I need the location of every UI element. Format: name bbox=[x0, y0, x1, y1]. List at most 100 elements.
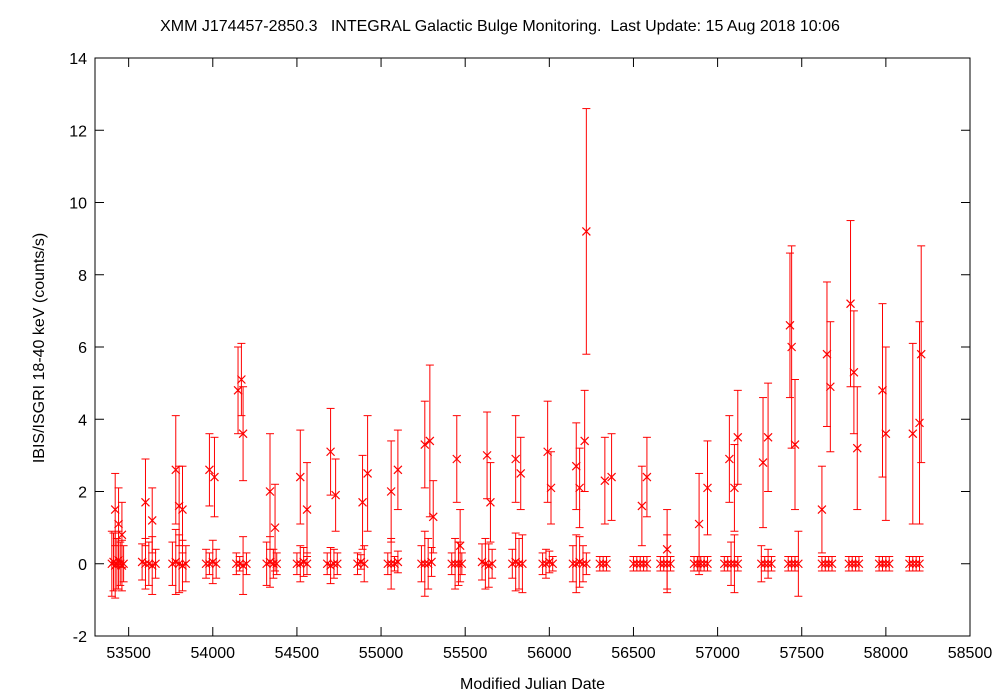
marker-x-stroke bbox=[386, 559, 396, 569]
marker-x-stroke bbox=[635, 559, 645, 569]
axes-layer: 53500 54000 54500 55000 55500 56000 56500 57000… bbox=[69, 51, 992, 662]
marker-x-stroke bbox=[511, 557, 521, 567]
marker-x-stroke bbox=[911, 559, 921, 569]
data-point bbox=[724, 415, 734, 503]
data-point bbox=[181, 545, 191, 583]
marker-x-stroke bbox=[548, 559, 558, 569]
data-point bbox=[454, 541, 463, 586]
data-point bbox=[386, 537, 396, 590]
marker-x-stroke bbox=[174, 559, 184, 569]
data-point bbox=[723, 556, 733, 572]
data-point bbox=[332, 552, 342, 576]
marker-x-stroke bbox=[908, 429, 918, 439]
marker-x-stroke bbox=[639, 559, 648, 569]
x-tick-label: 53500 bbox=[106, 645, 151, 662]
marker-x-stroke bbox=[151, 559, 161, 569]
y-tick-label: 0 bbox=[78, 557, 87, 574]
data-point bbox=[238, 386, 248, 482]
marker-x-stroke bbox=[420, 559, 430, 569]
marker-x-stroke bbox=[760, 559, 770, 569]
marker-x-stroke bbox=[538, 559, 548, 569]
data-point bbox=[452, 415, 462, 503]
marker-x-stroke bbox=[783, 559, 793, 569]
data-point bbox=[548, 556, 558, 572]
data-point bbox=[517, 534, 527, 594]
marker-x-stroke bbox=[147, 515, 157, 525]
data-point bbox=[299, 546, 309, 577]
marker-x-stroke bbox=[915, 559, 924, 569]
marker-x-stroke bbox=[242, 559, 251, 569]
x-tick-label: 58500 bbox=[948, 645, 993, 662]
data-point bbox=[208, 539, 218, 585]
data-point bbox=[114, 530, 123, 590]
marker-x-stroke bbox=[114, 555, 123, 565]
data-point bbox=[265, 536, 275, 588]
marker-x-stroke bbox=[171, 557, 181, 567]
data-point bbox=[637, 465, 647, 547]
marker-x-stroke bbox=[455, 541, 465, 551]
marker-x-stroke bbox=[171, 465, 181, 475]
x-tick-label: 58000 bbox=[864, 645, 909, 662]
marker-x-stroke bbox=[763, 559, 773, 569]
data-point bbox=[507, 548, 517, 579]
data-point bbox=[295, 429, 305, 525]
data-point bbox=[423, 537, 433, 590]
data-point bbox=[817, 465, 827, 554]
data-point bbox=[571, 422, 581, 511]
marker-x-stroke bbox=[332, 559, 342, 569]
data-point bbox=[511, 532, 521, 592]
data-point bbox=[854, 556, 864, 572]
marker-x-stroke bbox=[666, 559, 675, 569]
marker-x-stroke bbox=[450, 559, 460, 569]
marker-x-stroke bbox=[787, 559, 797, 569]
marker-x-stroke bbox=[141, 559, 150, 569]
data-point bbox=[420, 400, 430, 489]
x-tick-label: 54500 bbox=[275, 645, 320, 662]
data-point bbox=[417, 545, 426, 583]
marker-x-stroke bbox=[662, 559, 672, 569]
data-point bbox=[849, 310, 859, 435]
data-point bbox=[358, 454, 367, 550]
y-tick-label: -2 bbox=[73, 629, 87, 646]
data-point bbox=[546, 451, 556, 525]
data-point bbox=[600, 436, 610, 525]
marker-x-stroke bbox=[642, 472, 652, 482]
marker-x-stroke bbox=[787, 342, 797, 352]
data-point bbox=[236, 342, 246, 417]
plot-frame bbox=[94, 57, 971, 637]
data-point bbox=[915, 556, 924, 572]
data-point bbox=[204, 552, 214, 576]
marker-x-stroke bbox=[233, 385, 243, 395]
marker-x-stroke bbox=[598, 559, 608, 569]
marker-x-stroke bbox=[393, 465, 403, 475]
data-point bbox=[331, 458, 341, 532]
x-tick-label: 55000 bbox=[359, 645, 404, 662]
data-point bbox=[908, 342, 918, 525]
marker-x-stroke bbox=[915, 418, 924, 428]
data-point bbox=[386, 440, 396, 543]
x-tick-label: 56500 bbox=[611, 645, 656, 662]
marker-x-stroke bbox=[785, 320, 795, 330]
data-point bbox=[302, 462, 312, 558]
marker-x-stroke bbox=[359, 559, 369, 569]
data-point bbox=[487, 548, 497, 579]
x-tick-label: 57000 bbox=[695, 645, 740, 662]
marker-x-stroke bbox=[844, 559, 854, 569]
marker-x-stroke bbox=[825, 382, 835, 392]
data-point bbox=[916, 245, 926, 464]
data-point bbox=[292, 552, 302, 576]
data-point bbox=[756, 545, 766, 583]
marker-x-stroke bbox=[881, 429, 891, 439]
marker-x-stroke bbox=[204, 465, 214, 475]
marker-x-stroke bbox=[790, 440, 800, 449]
marker-x-stroke bbox=[457, 559, 467, 569]
data-point bbox=[642, 436, 652, 518]
marker-x-stroke bbox=[235, 559, 245, 569]
marker-x-stroke bbox=[703, 559, 712, 569]
marker-x-stroke bbox=[884, 559, 894, 569]
marker-x-stroke bbox=[756, 559, 766, 569]
data-point bbox=[204, 433, 214, 507]
data-point bbox=[733, 389, 743, 485]
data-point bbox=[575, 447, 585, 529]
